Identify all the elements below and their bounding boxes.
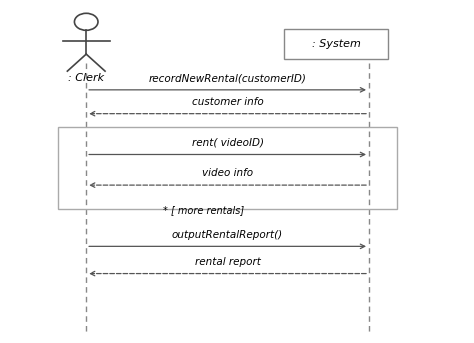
Text: * [ more rentals]: * [ more rentals] (164, 205, 245, 215)
Text: : Clerk: : Clerk (68, 73, 104, 83)
Text: recordNewRental(customerID): recordNewRental(customerID) (149, 73, 307, 83)
Text: : System: : System (311, 39, 360, 49)
Bar (58, 127, 397, 209)
Text: video info: video info (202, 168, 253, 178)
Text: customer info: customer info (191, 97, 264, 107)
Bar (284, 28, 388, 59)
Text: rent( videoID): rent( videoID) (191, 138, 264, 148)
Text: rental report: rental report (195, 257, 261, 267)
Text: outputRentalReport(): outputRentalReport() (172, 229, 283, 239)
